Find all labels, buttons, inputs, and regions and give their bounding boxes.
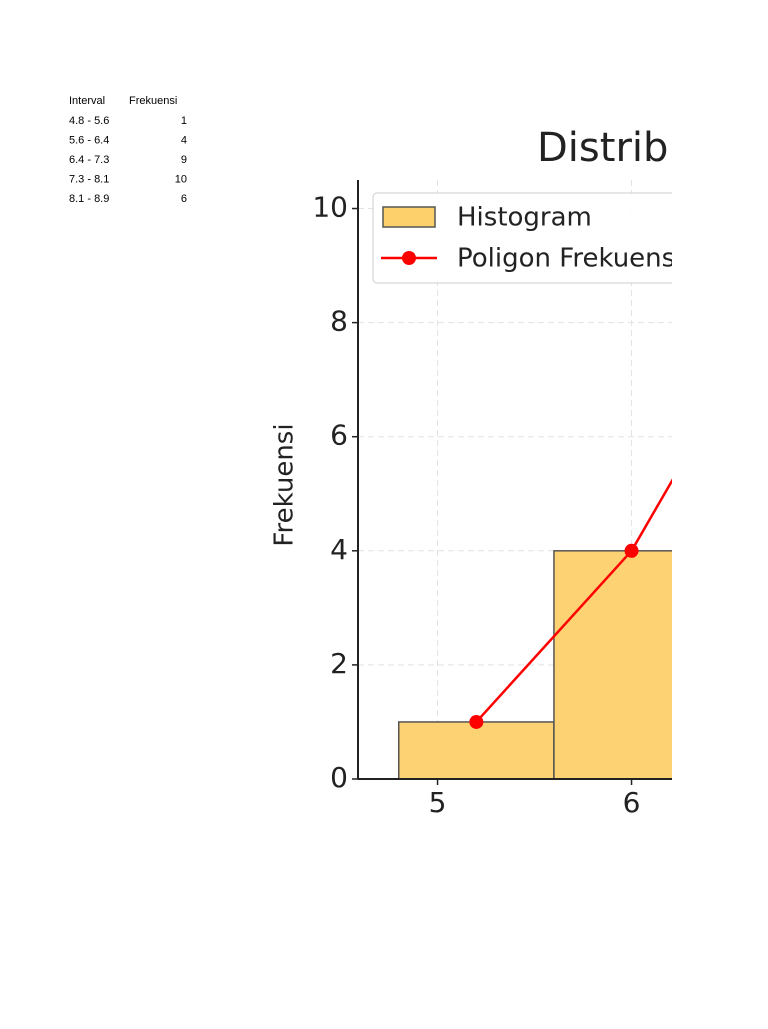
- table-cell: 9: [181, 154, 187, 166]
- histogram-bar: [709, 266, 768, 779]
- y-tick-label: 2: [330, 647, 348, 680]
- y-tick-label: 10: [312, 191, 348, 224]
- polygon-point: [469, 715, 483, 729]
- polygon-point: [625, 544, 639, 558]
- table-cell: 1: [181, 115, 187, 127]
- table-cell: 4: [181, 134, 187, 146]
- legend-swatch: [383, 207, 435, 227]
- y-tick-label: 4: [330, 533, 348, 566]
- table-cell: 5.6 - 6.4: [69, 134, 109, 146]
- legend-marker: [402, 251, 416, 265]
- table-cell: 6: [181, 193, 187, 205]
- histogram-bar: [554, 551, 709, 779]
- table-header: Frekuensi: [129, 95, 177, 107]
- legend-label: Histogram: [457, 203, 592, 233]
- legend-label: Poligon Frekuens: [457, 244, 675, 274]
- chart-title: Distrib: [537, 125, 668, 171]
- y-axis-label: Frekuensi: [270, 423, 300, 546]
- y-tick-label: 8: [330, 305, 348, 338]
- table-cell: 6.4 - 7.3: [69, 154, 109, 166]
- table-cell: 4.8 - 5.6: [69, 115, 109, 127]
- table-cell: 10: [175, 173, 187, 185]
- x-tick-label: 5: [429, 786, 447, 819]
- chart: Distrib Frekuensi 0 2 4 6 8 10 5 6 Histogram Poli…: [270, 125, 768, 819]
- data-table: Interval Frekuensi 4.8 - 5.6 1 5.6 - 6.4 4 6…: [69, 95, 187, 205]
- y-tick-label: 0: [330, 761, 348, 794]
- table-header: Interval: [69, 95, 105, 107]
- y-tick-label: 6: [330, 419, 348, 452]
- histogram-bar: [399, 722, 554, 779]
- table-cell: 8.1 - 8.9: [69, 193, 109, 205]
- table-cell: 7.3 - 8.1: [69, 173, 109, 185]
- x-tick-label: 6: [623, 786, 641, 819]
